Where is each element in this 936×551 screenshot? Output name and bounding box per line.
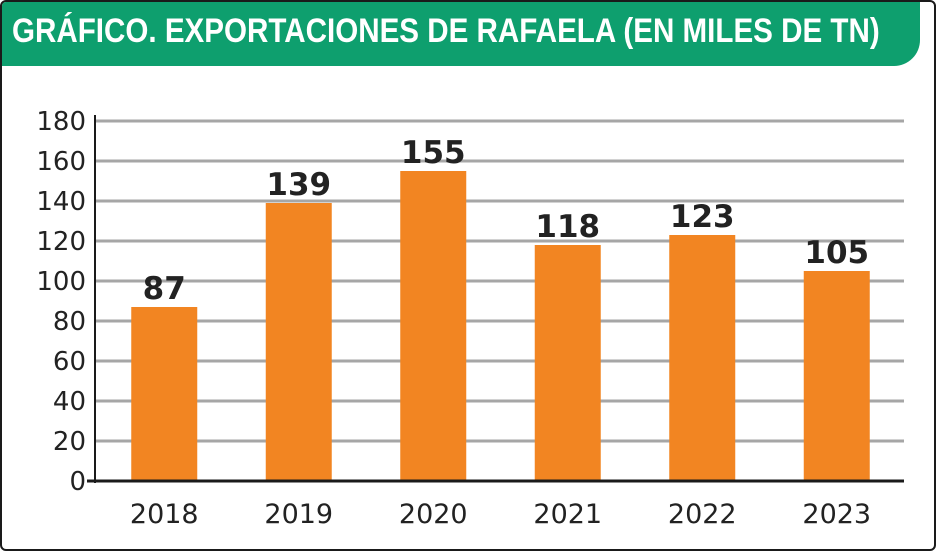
data-label-2022: 123 xyxy=(670,199,735,235)
y-tick-label: 120 xyxy=(36,227,86,257)
y-tick-label: 60 xyxy=(53,347,86,377)
y-tick-label: 0 xyxy=(69,467,86,497)
title-bar: GRÁFICO. EXPORTACIONES DE RAFAELA (EN MI… xyxy=(2,2,920,66)
bar-2019 xyxy=(265,203,332,481)
data-label-2021: 118 xyxy=(535,209,600,245)
gridlines xyxy=(95,119,904,443)
bar-2018 xyxy=(131,307,198,481)
axes xyxy=(87,115,904,483)
x-tick-label: 2019 xyxy=(264,499,333,530)
y-tick-label: 20 xyxy=(53,427,86,457)
x-tick-label: 2022 xyxy=(668,499,737,530)
chart-title: GRÁFICO. EXPORTACIONES DE RAFAELA (EN MI… xyxy=(12,12,880,50)
x-tick-label: 2020 xyxy=(399,499,468,530)
data-label-2020: 155 xyxy=(401,135,466,171)
bar-2020 xyxy=(400,171,467,481)
y-tick-label: 100 xyxy=(36,267,86,297)
y-tick-label: 140 xyxy=(36,187,86,217)
y-tick-label: 40 xyxy=(53,387,86,417)
bar-2021 xyxy=(534,245,601,481)
labels: 0 20 40 60 80 100 120 140 160 180 87 2018 139 2019 155… xyxy=(36,107,871,530)
bar-2022 xyxy=(669,235,736,481)
y-tick-label: 180 xyxy=(36,107,86,137)
x-tick-label: 2018 xyxy=(130,499,199,530)
y-tick-label: 160 xyxy=(36,147,86,177)
data-label-2019: 139 xyxy=(266,167,331,203)
x-tick-label: 2021 xyxy=(533,499,602,530)
bar-2023 xyxy=(803,271,870,481)
data-label-2023: 105 xyxy=(804,235,869,271)
y-tick-label: 80 xyxy=(53,307,86,337)
data-label-2018: 87 xyxy=(143,271,186,307)
bars xyxy=(131,171,870,481)
x-tick-label: 2023 xyxy=(802,499,871,530)
